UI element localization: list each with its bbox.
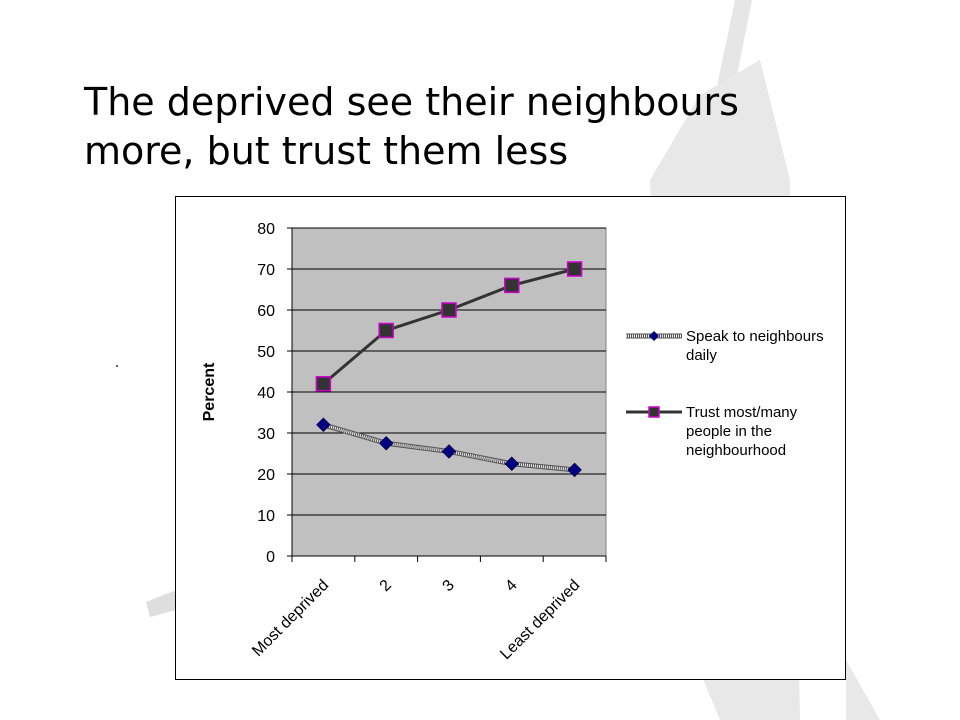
y-tick-label: 70	[257, 262, 275, 279]
chart-frame: 0 10 20 30 40 50 60 70 80 Most deprived 2 3 4 Least d…	[175, 196, 846, 680]
series-1-point	[566, 261, 583, 277]
y-axis-label: Percent	[201, 362, 218, 421]
y-tick-label: 30	[257, 426, 275, 443]
legend-marker-0	[649, 331, 659, 341]
y-tick-label: 10	[257, 508, 275, 525]
y-tick-label: 50	[257, 344, 275, 361]
series-1-point	[441, 302, 457, 318]
swoosh-bottom	[846, 660, 880, 720]
slide-title: The deprived see their neighbours more, …	[84, 78, 884, 176]
x-tick-label: 4	[502, 577, 520, 595]
series-0-point	[567, 462, 582, 478]
series-0-point	[441, 444, 457, 459]
stray-dot	[116, 365, 118, 367]
legend-marker-1	[648, 406, 660, 418]
x-tick-label: 2	[377, 577, 395, 595]
series-1-point	[315, 376, 332, 392]
series-1-point	[504, 277, 520, 294]
series-0-point	[316, 417, 331, 433]
series-0-point	[378, 435, 394, 451]
slide-title-line-1: The deprived see their neighbours	[84, 80, 739, 124]
swoosh-left-streak	[146, 590, 176, 617]
x-tick-label: 3	[440, 577, 458, 595]
y-tick-label: 40	[257, 385, 275, 402]
series-1-point	[378, 322, 394, 339]
y-tick-label: 20	[257, 467, 275, 484]
y-tick-label: 60	[257, 303, 275, 320]
y-tick-label: 0	[266, 549, 275, 566]
legend-label-1: Trust most/many	[686, 404, 798, 421]
legend-label-0: Speak to neighbours	[686, 328, 824, 345]
legend-label-1: neighbourhood	[686, 442, 786, 459]
legend-label-0: daily	[686, 347, 717, 364]
slide-title-line-2: more, but trust them less	[84, 129, 569, 173]
legend-label-1: people in the	[686, 423, 772, 440]
x-tick-label: Most deprived	[249, 577, 332, 660]
series-0-point	[504, 456, 520, 472]
y-tick-label: 80	[257, 221, 275, 238]
